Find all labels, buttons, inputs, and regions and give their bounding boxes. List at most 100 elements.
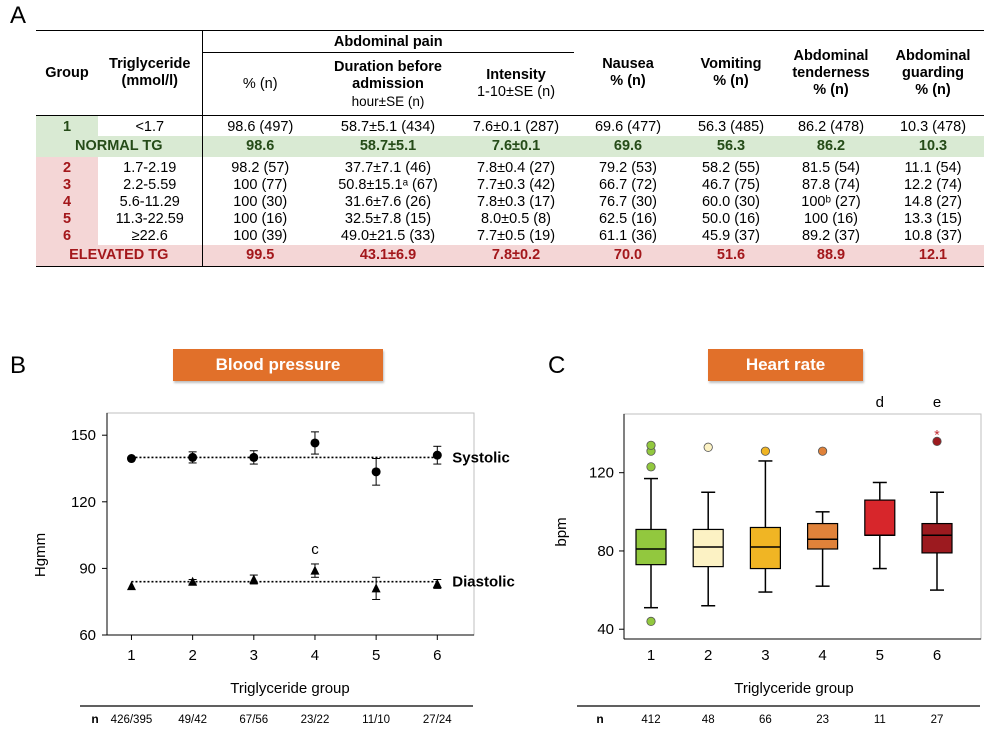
hr-y-ticks: 40 80 120	[589, 465, 624, 638]
table-cell: 43.1±6.9	[318, 245, 458, 267]
hr-box	[864, 499, 896, 536]
header-triglyceride-label: Triglyceride	[109, 56, 191, 72]
group-number: 4	[36, 194, 98, 211]
hr-outlier	[646, 616, 656, 626]
table-cell: 100 (39)	[233, 228, 288, 244]
bp-point-diastolic	[310, 565, 320, 575]
table-cell: 70.0	[574, 245, 682, 267]
table-cell: 58.7±5.1 (434)	[340, 119, 436, 135]
table-cell: 98.6 (497)	[227, 119, 294, 135]
table-cell: 81.5 (54)	[801, 160, 861, 176]
table-cell: 87.8 (74)	[801, 177, 861, 193]
table-cell: 10.8 (37)	[903, 228, 963, 244]
tg-range: 2.2-5.59	[98, 177, 203, 194]
bp-title: Blood pressure	[173, 349, 383, 381]
table-cell: 56.3 (485)	[697, 119, 765, 135]
header-duration-line1: Duration before	[334, 58, 442, 75]
hr-annotation: d	[876, 394, 884, 411]
table-cell: 49.0±21.5 (33)	[340, 228, 436, 244]
table-cell: 8.0±0.5 (8)	[480, 211, 552, 227]
panel-label-c: C	[548, 352, 566, 379]
table-cell: 98.6	[202, 136, 318, 157]
bp-n-value: 11/10	[362, 714, 390, 726]
hr-n-value: 66	[759, 714, 772, 726]
table-cell: 58.7±5.1	[318, 136, 458, 157]
bp-point-diastolic	[432, 578, 442, 588]
bp-n-value: 23/22	[301, 714, 330, 726]
hr-data-marks: * d e	[635, 394, 953, 626]
panel-label-a: A	[10, 2, 27, 29]
bp-x-ticks: 1 2 3 4 5 6	[127, 635, 441, 664]
hr-extreme-star: *	[934, 427, 940, 443]
bp-series-label-diastolic: Diastolic	[452, 574, 515, 591]
table-cell: 88.9	[780, 245, 882, 267]
panel-label-b: B	[10, 352, 27, 379]
header-vomiting: Vomiting % (n)	[682, 31, 780, 116]
bp-point-diastolic	[371, 583, 381, 593]
bp-n-label: n	[91, 712, 98, 726]
table-cell: 31.6±7.6 (26)	[344, 194, 432, 210]
table-cell: 66.7 (72)	[598, 177, 658, 193]
hr-x-axis-label: Triglyceride group	[734, 680, 854, 697]
hr-outlier	[646, 462, 656, 472]
table-cell: 7.8±0.3 (17)	[476, 194, 556, 210]
bp-x-tick-label: 4	[311, 647, 319, 664]
bp-plot-frame	[106, 412, 475, 636]
hr-n-values: 412 48 66 23 11 27	[641, 714, 943, 726]
header-abdominal-pain: Abdominal pain	[202, 30, 574, 53]
table-cell: 12.1	[882, 245, 984, 267]
group-number: 5	[36, 211, 98, 228]
bp-point-systolic	[432, 450, 442, 460]
bp-point-diastolic	[126, 581, 136, 591]
header-intensity-unit: 1-10±SE (n)	[476, 84, 556, 100]
header-guarding: Abdominal guarding % (n)	[882, 31, 984, 116]
hr-y-tick-label: 80	[597, 543, 614, 560]
header-intensity-label: Intensity	[486, 67, 546, 83]
tg-range: 11.3-22.59	[98, 211, 203, 228]
table-cell: 51.6	[682, 245, 780, 267]
hr-n-label: n	[596, 712, 603, 726]
bp-n-value: 67/56	[239, 714, 268, 726]
header-guarding-line1: Abdominal	[895, 47, 971, 64]
table-cell: 58.2 (55)	[701, 160, 761, 176]
table-cell: 100 (77)	[233, 177, 288, 193]
tg-range: 1.7-2.19	[98, 157, 203, 177]
bp-annotation: c	[311, 541, 319, 558]
hr-n-value: 23	[816, 714, 829, 726]
bp-x-tick-label: 3	[250, 647, 258, 664]
header-tenderness-line2: tenderness	[792, 64, 870, 81]
hr-x-tick-label: 6	[933, 647, 941, 664]
table-cell: 32.5±7.8 (15)	[344, 211, 432, 227]
hr-n-value: 11	[874, 714, 886, 726]
table-row-group4: 4 5.6-11.29 100 (30) 31.6±7.6 (26) 7.8±0…	[36, 194, 984, 211]
hr-outlier	[703, 442, 713, 452]
header-pain-pct-label: % (n)	[242, 75, 278, 92]
bp-x-tick-label: 5	[372, 647, 380, 664]
header-guarding-unit: % (n)	[915, 81, 951, 98]
table-cell: 7.7±0.3 (42)	[476, 177, 556, 193]
hr-outlier	[646, 440, 656, 450]
table-cell: 98.2 (57)	[231, 160, 290, 176]
group-number: 1	[36, 115, 98, 136]
table-cell: 100ᵇ (27)	[801, 194, 861, 210]
header-nausea-label: Nausea	[602, 56, 654, 72]
header-vomiting-label: Vomiting	[700, 56, 762, 72]
table-cell: 100 (30)	[233, 194, 288, 210]
bp-point-diastolic	[188, 576, 198, 586]
bp-series-label-systolic: Systolic	[452, 449, 510, 466]
bp-point-systolic	[310, 438, 320, 448]
bp-y-tick-label: 90	[79, 560, 96, 577]
header-duration: Duration before admission hour±SE (n)	[318, 53, 458, 116]
bp-n-values: 426/395 49/42 67/56 23/22 11/10 27/24	[111, 714, 453, 726]
table-cell: 7.8±0.2	[458, 245, 574, 267]
table-row-group5: 5 11.3-22.59 100 (16) 32.5±7.8 (15) 8.0±…	[36, 211, 984, 228]
header-pain-pct: % (n)	[201, 52, 318, 116]
table-row-group6: 6 ≥22.6 100 (39) 49.0±21.5 (33) 7.7±0.5 …	[36, 228, 984, 245]
bp-point-systolic	[126, 454, 136, 464]
table-cell: 10.3	[882, 136, 984, 157]
table-cell: 61.1 (36)	[598, 228, 658, 244]
table-cell: 76.7 (30)	[598, 194, 658, 210]
hr-outlier	[932, 436, 942, 446]
